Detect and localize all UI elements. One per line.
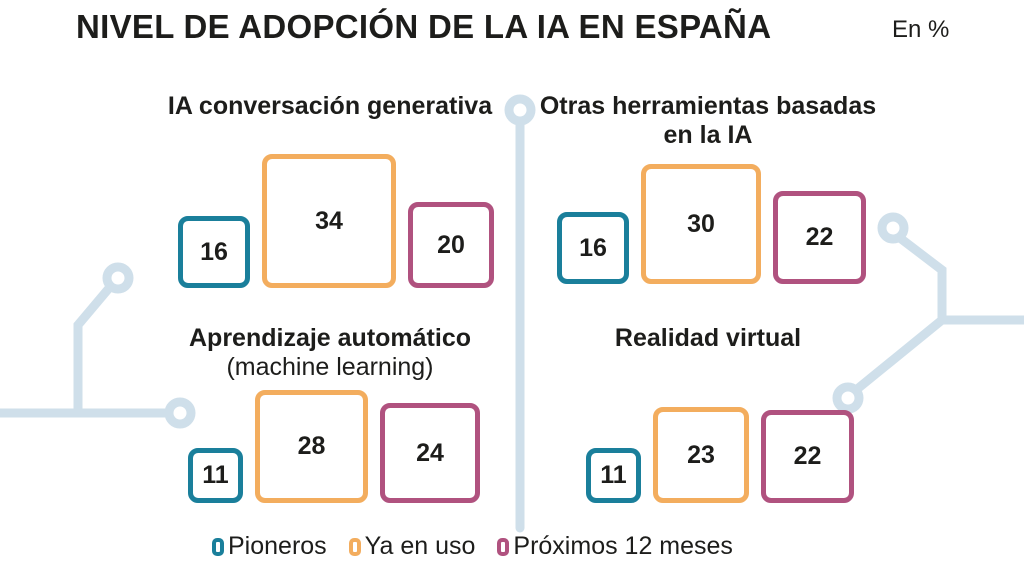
legend-swatch bbox=[497, 537, 510, 556]
circuit-line bbox=[851, 315, 947, 395]
data-label: 16 bbox=[579, 233, 607, 262]
circuit-line bbox=[895, 233, 1024, 325]
group-title-text: Realidad virtual bbox=[614, 324, 802, 352]
data-label: 23 bbox=[687, 440, 715, 469]
value-square-pioneros: 16 bbox=[178, 216, 250, 288]
legend-swatch bbox=[212, 537, 224, 556]
group-title: Aprendizaje automático (machine learning) bbox=[150, 324, 510, 382]
value-square-proximos: 24 bbox=[380, 403, 480, 503]
data-label: 28 bbox=[297, 432, 326, 460]
legend-label: Pioneros bbox=[228, 532, 327, 560]
value-square-ya-en-uso: 34 bbox=[262, 154, 396, 288]
legend-swatch bbox=[348, 537, 361, 556]
value-square-proximos: 22 bbox=[773, 191, 866, 284]
data-label: 11 bbox=[600, 461, 627, 489]
value-square-ya-en-uso: 23 bbox=[653, 407, 749, 503]
circuit-node bbox=[102, 262, 134, 294]
group-title-text: Aprendizaje automático bbox=[189, 324, 471, 352]
data-label: 20 bbox=[437, 230, 465, 259]
value-square-proximos: 20 bbox=[408, 202, 494, 288]
value-square-ya-en-uso: 28 bbox=[255, 390, 368, 503]
value-square-proximos: 22 bbox=[761, 410, 854, 503]
unit-label: En % bbox=[892, 16, 950, 43]
data-label: 11 bbox=[202, 461, 229, 489]
legend-label: Próximos 12 meses bbox=[513, 532, 733, 560]
data-label: 22 bbox=[805, 223, 834, 251]
value-square-pioneros: 11 bbox=[586, 448, 641, 503]
group-title: Realidad virtual bbox=[528, 324, 888, 353]
circuit-node bbox=[832, 382, 864, 414]
group-title: IA conversación generativa bbox=[150, 92, 510, 121]
value-square-pioneros: 11 bbox=[188, 448, 243, 503]
data-label: 16 bbox=[200, 237, 228, 266]
legend-item-pioneros: Pioneros bbox=[212, 532, 327, 561]
data-label: 34 bbox=[315, 206, 343, 235]
page-title: NIVEL DE ADOPCIÓN DE LA IA EN ESPAÑA bbox=[76, 8, 772, 45]
legend-label: Ya en uso bbox=[364, 532, 476, 560]
data-label: 30 bbox=[687, 209, 715, 238]
value-square-pioneros: 16 bbox=[557, 212, 629, 284]
group-subtitle: (machine learning) bbox=[226, 353, 434, 381]
group-title-text: Otras herramientas basadas en la IA bbox=[539, 92, 877, 149]
group-title-text: IA conversación generativa bbox=[167, 92, 493, 120]
circuit-node bbox=[164, 397, 196, 429]
value-square-ya-en-uso: 30 bbox=[641, 164, 761, 284]
data-label: 22 bbox=[793, 442, 822, 470]
circuit-node bbox=[877, 212, 909, 244]
legend: Pioneros Ya en uso Próximos 12 meses bbox=[212, 532, 733, 561]
legend-item-ya-en-uso: Ya en uso bbox=[348, 532, 476, 561]
group-title: Otras herramientas basadas en la IA bbox=[528, 92, 888, 150]
legend-item-proximos: Próximos 12 meses bbox=[497, 532, 733, 561]
data-label: 24 bbox=[416, 438, 444, 467]
circuit-node bbox=[504, 94, 536, 126]
circuit-line bbox=[73, 282, 115, 418]
